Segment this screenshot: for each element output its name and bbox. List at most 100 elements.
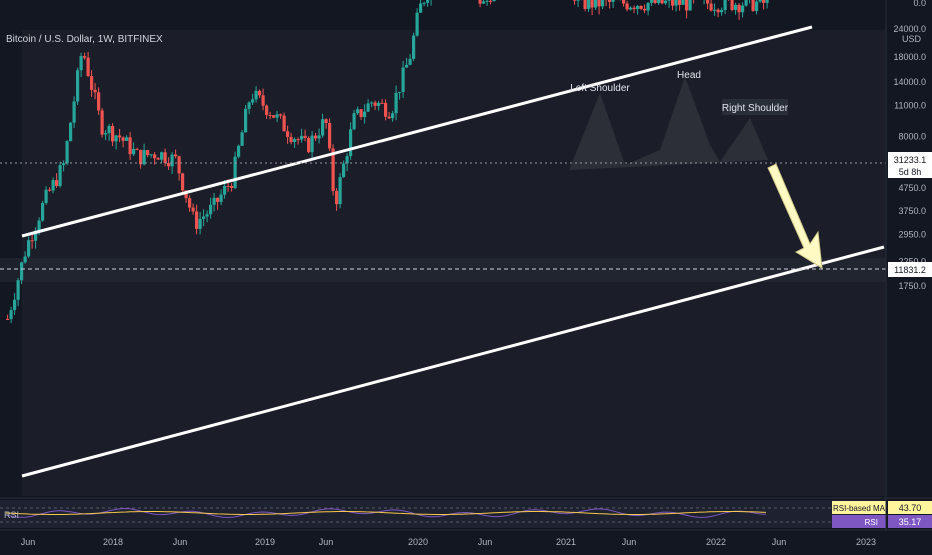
candle-body (377, 102, 381, 106)
time-tick-label: Jun (319, 537, 334, 547)
candle-body (97, 92, 101, 111)
candle-body (349, 129, 353, 157)
candle-body (758, 0, 762, 2)
candle-body (216, 197, 220, 202)
candle-body (6, 318, 10, 320)
candle-body (590, 0, 594, 8)
candle-body (643, 8, 647, 11)
rsi-value-label: RSI (865, 518, 878, 527)
level-price-value: 11831.2 (894, 265, 926, 275)
candle-body (321, 119, 325, 136)
candle-body (324, 119, 328, 124)
candle-body (212, 197, 216, 205)
candle-body (709, 3, 713, 11)
candle-body (237, 145, 241, 157)
time-tick-label: Jun (622, 537, 637, 547)
candle-body (114, 135, 118, 142)
candle-body (667, 0, 671, 1)
candle-body (587, 0, 591, 9)
candle-body (394, 92, 398, 114)
price-tick-label: 1750.0 (898, 281, 926, 291)
candle-body (254, 90, 258, 100)
candle-body (20, 262, 24, 281)
rsi-label-bg (832, 515, 886, 528)
candle-body (90, 76, 94, 90)
candle-body (492, 0, 496, 2)
candle-body (62, 163, 66, 166)
candle-body (412, 35, 416, 59)
candle-body (328, 123, 332, 149)
candle-body (226, 185, 230, 187)
candle-body (363, 111, 367, 118)
candle-body (646, 2, 650, 11)
time-tick-label: Jun (21, 537, 36, 547)
candle-body (478, 0, 482, 4)
current-price-tag[interactable] (888, 152, 932, 178)
candle-body (632, 7, 636, 10)
candle-body (209, 204, 213, 215)
level-price-tag[interactable] (888, 262, 932, 277)
candle-body (51, 180, 55, 191)
candle-body (146, 150, 150, 156)
candle-body (629, 7, 633, 10)
time-tick-label: 2022 (706, 537, 726, 547)
candle-body (198, 218, 202, 229)
candle-body (737, 4, 741, 13)
rsi-ma-line (5, 511, 767, 515)
candle-body (240, 132, 244, 146)
candle-body (205, 214, 209, 217)
time-tick-label: 2020 (408, 537, 428, 547)
candle-body (265, 105, 269, 116)
candle-body (688, 0, 692, 11)
candle-body (170, 154, 174, 167)
candle-body (132, 148, 136, 155)
candle-body (76, 70, 80, 102)
candle-body (639, 5, 643, 9)
candle-body (678, 0, 682, 5)
candle-body (293, 139, 297, 143)
candle-body (251, 99, 255, 103)
candle-body (380, 102, 384, 104)
candle-body (317, 135, 321, 139)
candle-body (723, 0, 727, 10)
candle-body (13, 299, 17, 311)
candle-body (48, 189, 52, 191)
candle-body (79, 56, 83, 71)
candle-body (307, 137, 311, 153)
candle-body (86, 57, 90, 77)
candle-body (177, 156, 181, 174)
price-tick-label: 2250.0 (898, 256, 926, 266)
candle-body (34, 230, 38, 241)
candle-body (310, 135, 314, 153)
right-shoulder-label: Right Shoulder (722, 103, 789, 114)
level-band (0, 258, 886, 282)
candle-body (482, 1, 486, 4)
candle-body (282, 115, 286, 132)
candle-body (139, 149, 143, 165)
candle-body (149, 154, 153, 156)
rsi-line (5, 507, 767, 518)
price-tick-label: 18000.0 (893, 52, 926, 62)
candle-body (720, 9, 724, 13)
candle-body (387, 116, 391, 119)
candle-body (247, 102, 251, 109)
candle-body (184, 190, 188, 199)
price-tick-label: 24000.0 (893, 24, 926, 34)
candle-body (111, 125, 115, 142)
candle-body (191, 207, 195, 212)
countdown-value: 5d 8h (899, 167, 922, 177)
right-shoulder-bg (722, 99, 788, 115)
chart-title: Bitcoin / U.S. Dollar, 1W, BITFINEX (6, 34, 163, 45)
candle-body (300, 135, 304, 140)
current-price-value: 31233.1 (894, 155, 927, 165)
rsi-value-bg (888, 515, 932, 528)
candle-body (314, 135, 318, 139)
candle-body (93, 89, 97, 93)
projection-arrow (767, 163, 823, 269)
candle-body (608, 0, 612, 2)
rsi-ma-value: 43.70 (899, 503, 922, 513)
candle-body (163, 152, 167, 163)
candle-body (331, 148, 335, 192)
